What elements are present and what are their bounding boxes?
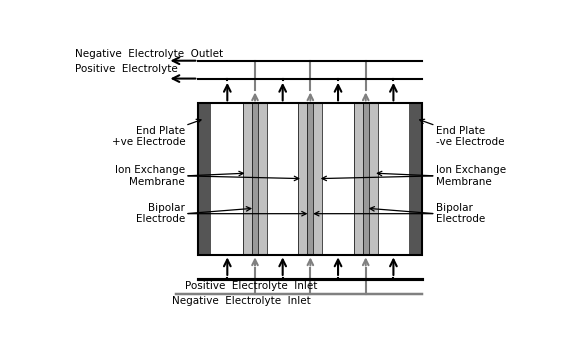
Bar (198, 103, 422, 255)
Bar (307, 103, 314, 255)
Text: Positive  Electrolyte: Positive Electrolyte (75, 65, 178, 75)
Bar (198, 103, 211, 255)
Text: Ion Exchange
Membrane: Ion Exchange Membrane (435, 165, 506, 187)
Text: End Plate
-ve Electrode: End Plate -ve Electrode (435, 126, 504, 147)
Text: End Plate
+ve Electrode: End Plate +ve Electrode (112, 126, 185, 147)
Text: Bipolar
Electrode: Bipolar Electrode (435, 203, 485, 225)
Bar (252, 103, 258, 255)
Text: Positive  Electrolyte  Inlet: Positive Electrolyte Inlet (185, 281, 318, 291)
Bar (298, 103, 322, 255)
Bar (243, 103, 267, 255)
Text: Negative  Electrolyte  Outlet: Negative Electrolyte Outlet (75, 49, 223, 59)
Text: Bipolar
Electrode: Bipolar Electrode (136, 203, 185, 225)
Text: Negative  Electrolyte  Inlet: Negative Electrolyte Inlet (172, 296, 311, 306)
Bar (198, 103, 422, 255)
Bar (409, 103, 422, 255)
Bar (354, 103, 378, 255)
Text: Ion Exchange
Membrane: Ion Exchange Membrane (115, 165, 185, 187)
Bar (363, 103, 369, 255)
